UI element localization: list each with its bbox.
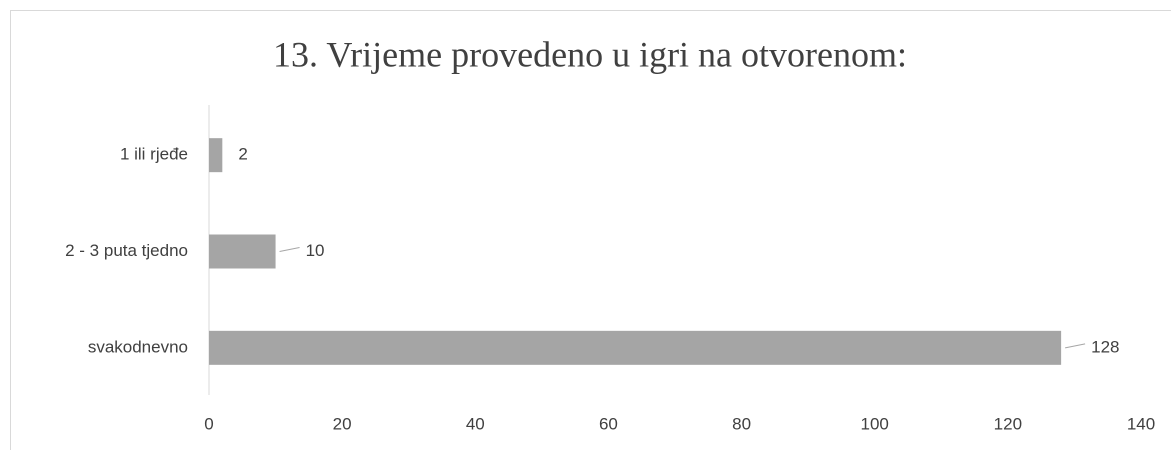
x-tick-label: 20 — [333, 414, 352, 433]
chart-border — [11, 11, 1171, 451]
chart-title: 13. Vrijeme provedeno u igri na otvoreno… — [273, 34, 907, 74]
x-tick-label: 0 — [204, 414, 213, 433]
bar — [209, 138, 222, 172]
leader-line — [1065, 344, 1085, 348]
leader-line — [280, 248, 300, 252]
bar — [209, 235, 276, 269]
y-tick-label: 2 - 3 puta tjedno — [65, 241, 188, 260]
x-tick-label: 40 — [466, 414, 485, 433]
x-tick-label: 80 — [732, 414, 751, 433]
bar — [209, 331, 1061, 365]
x-tick-label: 60 — [599, 414, 618, 433]
x-tick-label: 140 — [1127, 414, 1155, 433]
x-tick-label: 100 — [861, 414, 889, 433]
x-tick-label: 120 — [994, 414, 1022, 433]
data-label: 2 — [238, 145, 247, 164]
y-tick-label: 1 ili rjeđe — [120, 145, 188, 164]
data-label: 10 — [306, 241, 325, 260]
y-tick-label: svakodnevno — [88, 337, 188, 356]
data-label: 128 — [1091, 337, 1119, 356]
